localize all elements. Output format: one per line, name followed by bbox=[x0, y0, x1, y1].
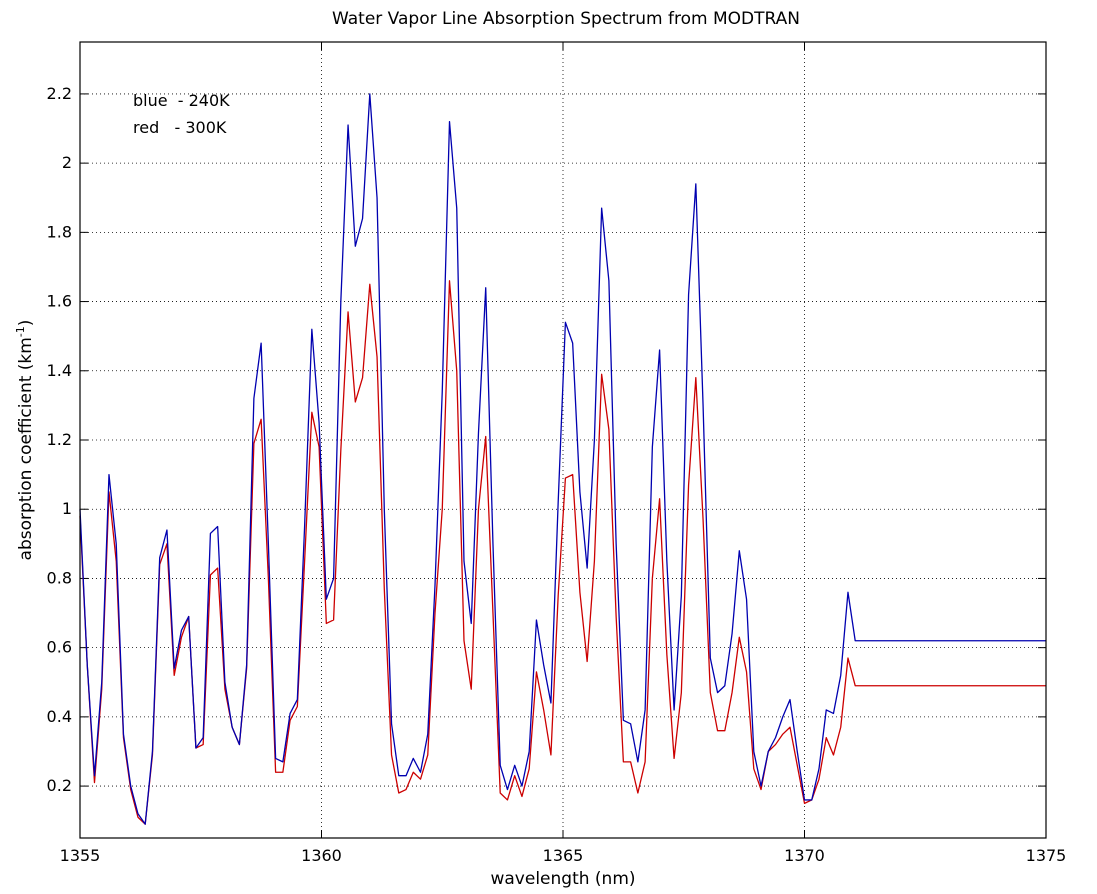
y-axis-label-text: absorption coefficient (km bbox=[16, 337, 36, 560]
y-axis-label: absorption coefficient (km-1) bbox=[14, 320, 36, 561]
y-tick-label: 1.6 bbox=[47, 292, 72, 311]
y-tick-label: 0.2 bbox=[47, 776, 72, 795]
series-line-blue bbox=[79, 93, 1046, 825]
x-tick-label: 1360 bbox=[301, 846, 342, 865]
legend-annotation-red: red - 300K bbox=[133, 118, 227, 137]
legend-annotation-blue: blue - 240K bbox=[133, 91, 230, 110]
y-tick-label: 1.4 bbox=[47, 361, 72, 380]
x-tick-label: 1375 bbox=[1026, 846, 1067, 865]
x-axis-label: wavelength (nm) bbox=[490, 869, 635, 889]
y-tick-label: 0.6 bbox=[47, 638, 72, 657]
y-tick-label: 2 bbox=[62, 153, 72, 172]
y-axis-label-superscript: -1 bbox=[14, 326, 27, 337]
y-tick-label: 1 bbox=[62, 499, 72, 518]
y-tick-label: 0.8 bbox=[47, 568, 72, 587]
y-tick-label: 0.4 bbox=[47, 707, 72, 726]
x-tick-label: 1370 bbox=[784, 846, 825, 865]
plot-border bbox=[79, 41, 1047, 839]
tick-labels: 1355 1360 1365 1370 1375 0.2 0.4 0.6 0.8 1 1.2 1.4 1… bbox=[47, 84, 1067, 865]
y-tick-label: 1.2 bbox=[47, 430, 72, 449]
x-tick-label: 1365 bbox=[543, 846, 584, 865]
series-lines bbox=[79, 93, 1046, 825]
y-tick-label: 2.2 bbox=[47, 84, 72, 103]
chart-title: Water Vapor Line Absorption Spectrum fro… bbox=[332, 9, 800, 29]
y-axis-label-suffix: ) bbox=[16, 320, 36, 327]
y-tick-label: 1.8 bbox=[47, 222, 72, 241]
gridlines bbox=[79, 42, 1047, 838]
x-tick-label: 1355 bbox=[60, 846, 101, 865]
